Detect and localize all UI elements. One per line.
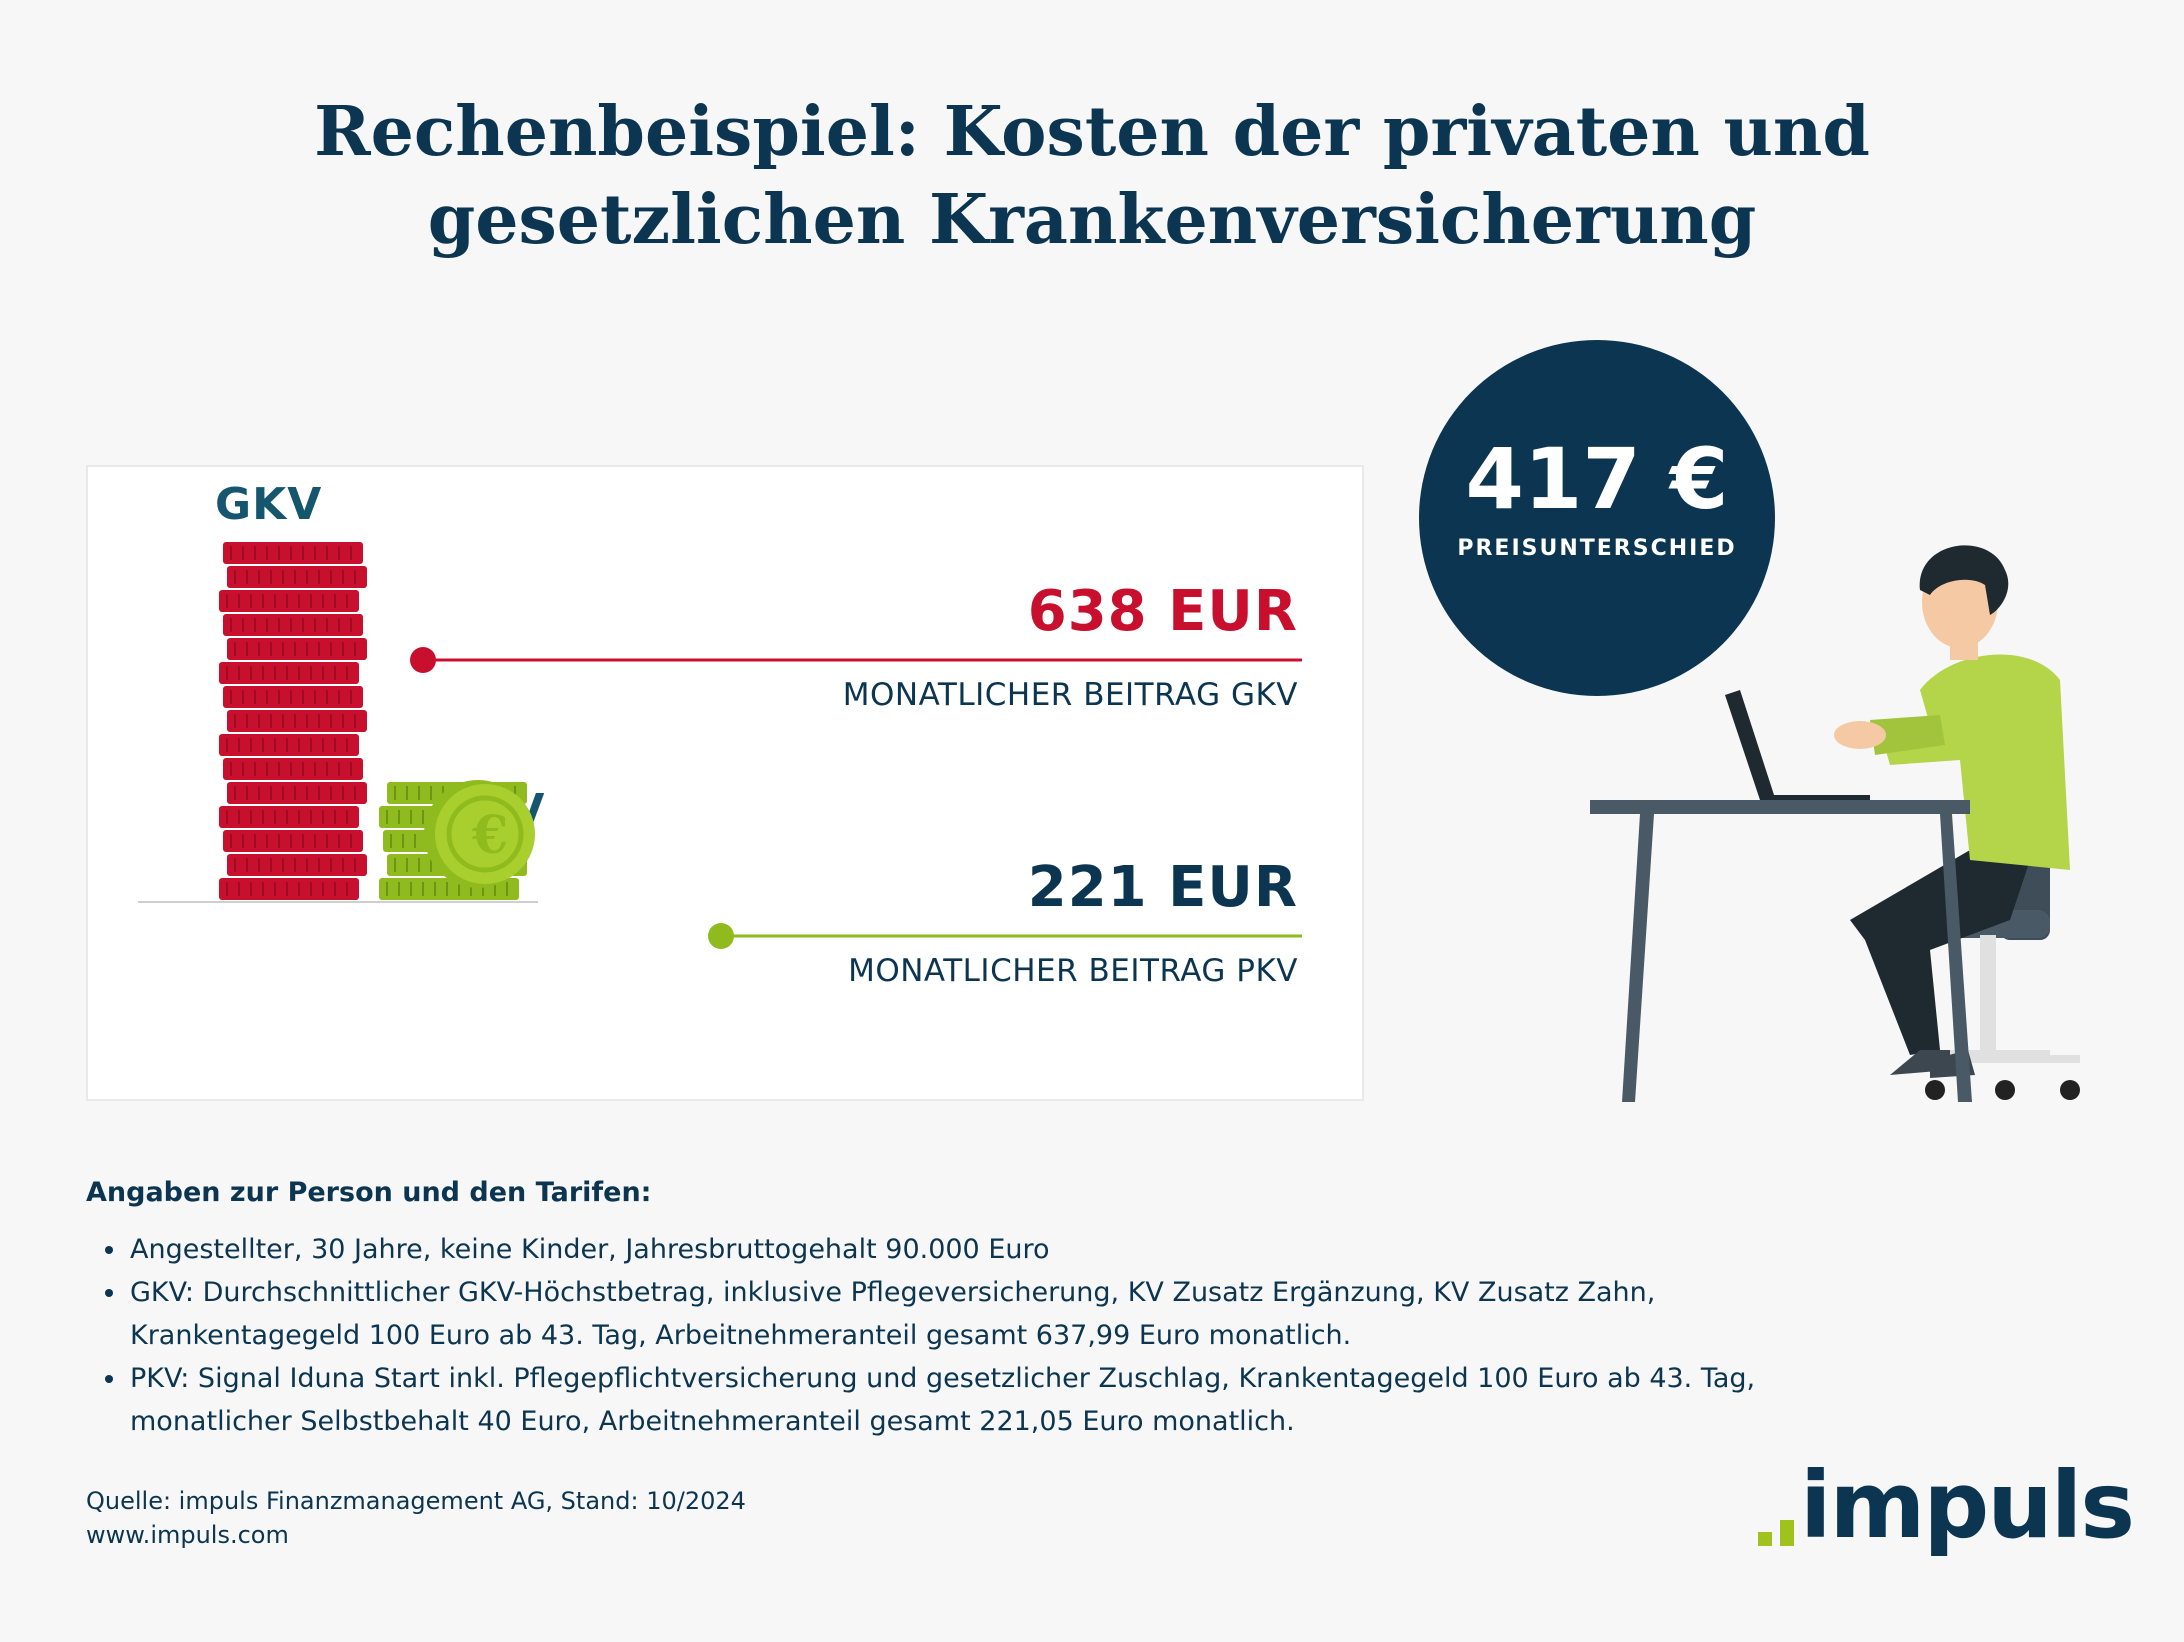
euro-coin-icon: € xyxy=(424,780,535,888)
difference-value: 417 € xyxy=(1465,430,1729,528)
notes-list: Angestellter, 30 Jahre, keine Kinder, Ja… xyxy=(100,1228,1778,1443)
title-line-2: gesetzlichen Krankenversicherung xyxy=(427,180,1757,260)
website-link[interactable]: www.impuls.com xyxy=(86,1521,289,1549)
svg-text:€: € xyxy=(471,805,508,866)
person-at-desk-illustration xyxy=(1590,545,2080,1102)
logo-bar-icon xyxy=(1758,1532,1772,1546)
pkv-connector-line xyxy=(708,923,1302,949)
list-item: PKV: Signal Iduna Start inkl. Pflegepfli… xyxy=(128,1357,1778,1443)
laptop-icon xyxy=(1760,795,1870,803)
source-info: Quelle: impuls Finanzmanagement AG, Stan… xyxy=(86,1484,746,1552)
coin-stack-icon xyxy=(219,542,367,900)
comparison-card: GKV PKV € 638 EUR MONATLICHER BEITRAG GK… xyxy=(86,465,1364,1101)
title-line-1: Rechenbeispiel: Kosten der privaten und xyxy=(314,92,1870,172)
pkv-amount: 221 EUR xyxy=(1027,855,1298,920)
gkv-label: GKV xyxy=(215,479,323,530)
list-item: GKV: Durchschnittlicher GKV-Höchstbetrag… xyxy=(128,1271,1778,1357)
notes-heading: Angaben zur Person und den Tarifen: xyxy=(86,1177,652,1208)
list-item: Angestellter, 30 Jahre, keine Kinder, Ja… xyxy=(128,1228,1778,1271)
difference-badge: 417 € PREISUNTERSCHIED xyxy=(1419,340,1775,696)
gkv-amount: 638 EUR xyxy=(1027,579,1298,644)
gkv-connector-line xyxy=(410,647,1302,673)
page-title: Rechenbeispiel: Kosten der privaten und … xyxy=(0,88,2184,264)
impuls-logo: impuls xyxy=(1750,1456,2135,1558)
pkv-caption: MONATLICHER BEITRAG PKV xyxy=(848,953,1298,989)
coin-stacks: € xyxy=(138,542,538,903)
logo-bar-icon xyxy=(1780,1520,1794,1546)
difference-label: PREISUNTERSCHIED xyxy=(1457,536,1737,561)
source-line: Quelle: impuls Finanzmanagement AG, Stan… xyxy=(86,1487,746,1515)
gkv-caption: MONATLICHER BEITRAG GKV xyxy=(842,677,1298,713)
logo-text: impuls xyxy=(1800,1452,2135,1559)
